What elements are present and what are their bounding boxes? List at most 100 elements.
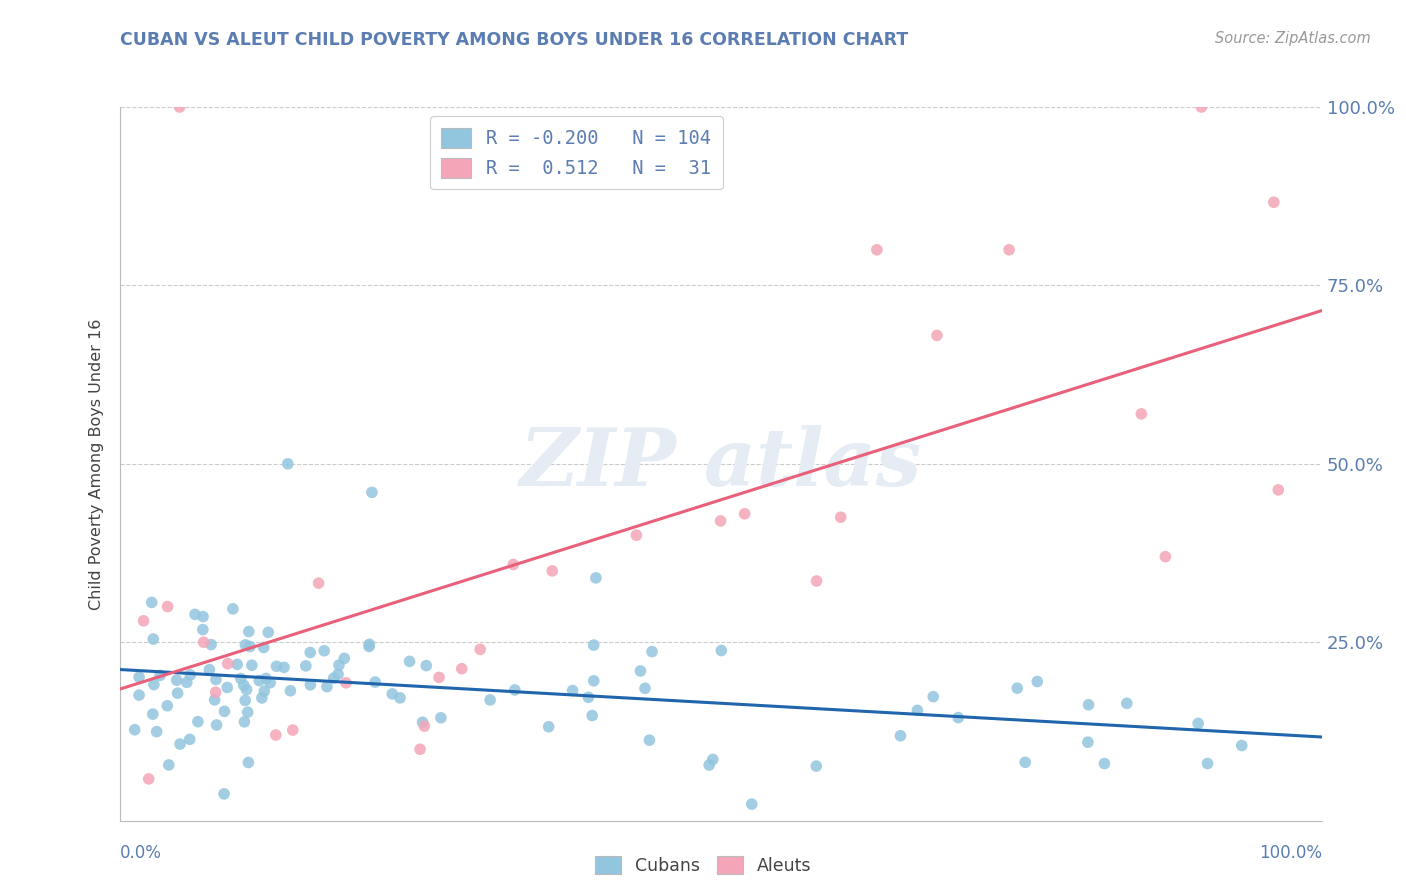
Point [998, 243, 1021, 257]
Point [582, 673, 605, 688]
Point [628, 664, 651, 678]
Point [626, 528, 648, 542]
Point [235, 682, 257, 697]
Point [806, 574, 828, 588]
Point [259, 675, 281, 690]
Point [229, 672, 252, 686]
Point [169, 100, 191, 114]
Point [922, 690, 945, 704]
Point [157, 758, 180, 772]
Point [198, 663, 221, 677]
Point [335, 675, 357, 690]
Point [1187, 716, 1209, 731]
Point [322, 671, 344, 685]
Point [905, 703, 928, 717]
Point [582, 638, 605, 652]
Point [398, 654, 420, 668]
Point [204, 693, 226, 707]
Point [925, 328, 948, 343]
Point [328, 658, 350, 673]
Point [281, 723, 304, 737]
Point [830, 510, 852, 524]
Point [709, 514, 731, 528]
Point [1197, 756, 1219, 771]
Point [357, 640, 380, 654]
Point [240, 658, 263, 673]
Text: 100.0%: 100.0% [1258, 844, 1322, 862]
Point [806, 759, 828, 773]
Point [277, 457, 299, 471]
Point [141, 595, 163, 609]
Point [361, 485, 384, 500]
Point [169, 737, 191, 751]
Point [238, 624, 260, 639]
Point [239, 640, 262, 654]
Point [226, 657, 249, 672]
Point [503, 682, 526, 697]
Point [314, 644, 336, 658]
Point [156, 698, 179, 713]
Point [468, 642, 492, 657]
Point [1130, 407, 1153, 421]
Point [124, 723, 146, 737]
Point [889, 729, 911, 743]
Point [179, 668, 201, 682]
Point [166, 686, 188, 700]
Point [254, 672, 277, 686]
Point [233, 714, 256, 729]
Point [1094, 756, 1116, 771]
Point [364, 675, 387, 690]
Point [295, 659, 318, 673]
Text: ZIP atlas: ZIP atlas [519, 425, 922, 502]
Point [634, 681, 657, 696]
Point [1267, 483, 1289, 497]
Point [1154, 549, 1177, 564]
Point [145, 724, 167, 739]
Point [204, 685, 226, 699]
Point [138, 772, 160, 786]
Point [409, 742, 432, 756]
Point [697, 758, 720, 772]
Point [253, 684, 276, 698]
Point [450, 662, 472, 676]
Point [1014, 756, 1036, 770]
Point [176, 675, 198, 690]
Point [156, 599, 179, 614]
Point [205, 718, 228, 732]
Point [187, 714, 209, 729]
Point [710, 643, 733, 657]
Point [734, 507, 756, 521]
Point [1115, 696, 1137, 710]
Point [388, 690, 411, 705]
Text: 0.0%: 0.0% [120, 844, 162, 862]
Legend: R = -0.200   N = 104, R =  0.512   N =  31: R = -0.200 N = 104, R = 0.512 N = 31 [430, 117, 723, 189]
Point [585, 571, 607, 585]
Point [412, 715, 434, 730]
Point [200, 638, 222, 652]
Point [430, 711, 453, 725]
Point [132, 614, 155, 628]
Point [142, 677, 165, 691]
Point [1230, 739, 1253, 753]
Point [359, 637, 381, 651]
Point [502, 558, 524, 572]
Point [232, 678, 254, 692]
Point [299, 678, 322, 692]
Point [214, 704, 236, 718]
Point [427, 670, 450, 684]
Point [333, 651, 356, 665]
Point [184, 607, 207, 622]
Point [142, 632, 165, 646]
Point [1077, 698, 1099, 712]
Point [1026, 674, 1049, 689]
Point [247, 673, 270, 688]
Point [479, 693, 502, 707]
Point [415, 658, 437, 673]
Point [326, 667, 349, 681]
Point [1007, 681, 1029, 695]
Point [191, 609, 214, 624]
Point [193, 635, 215, 649]
Point [316, 680, 339, 694]
Point [641, 645, 664, 659]
Point [238, 756, 260, 770]
